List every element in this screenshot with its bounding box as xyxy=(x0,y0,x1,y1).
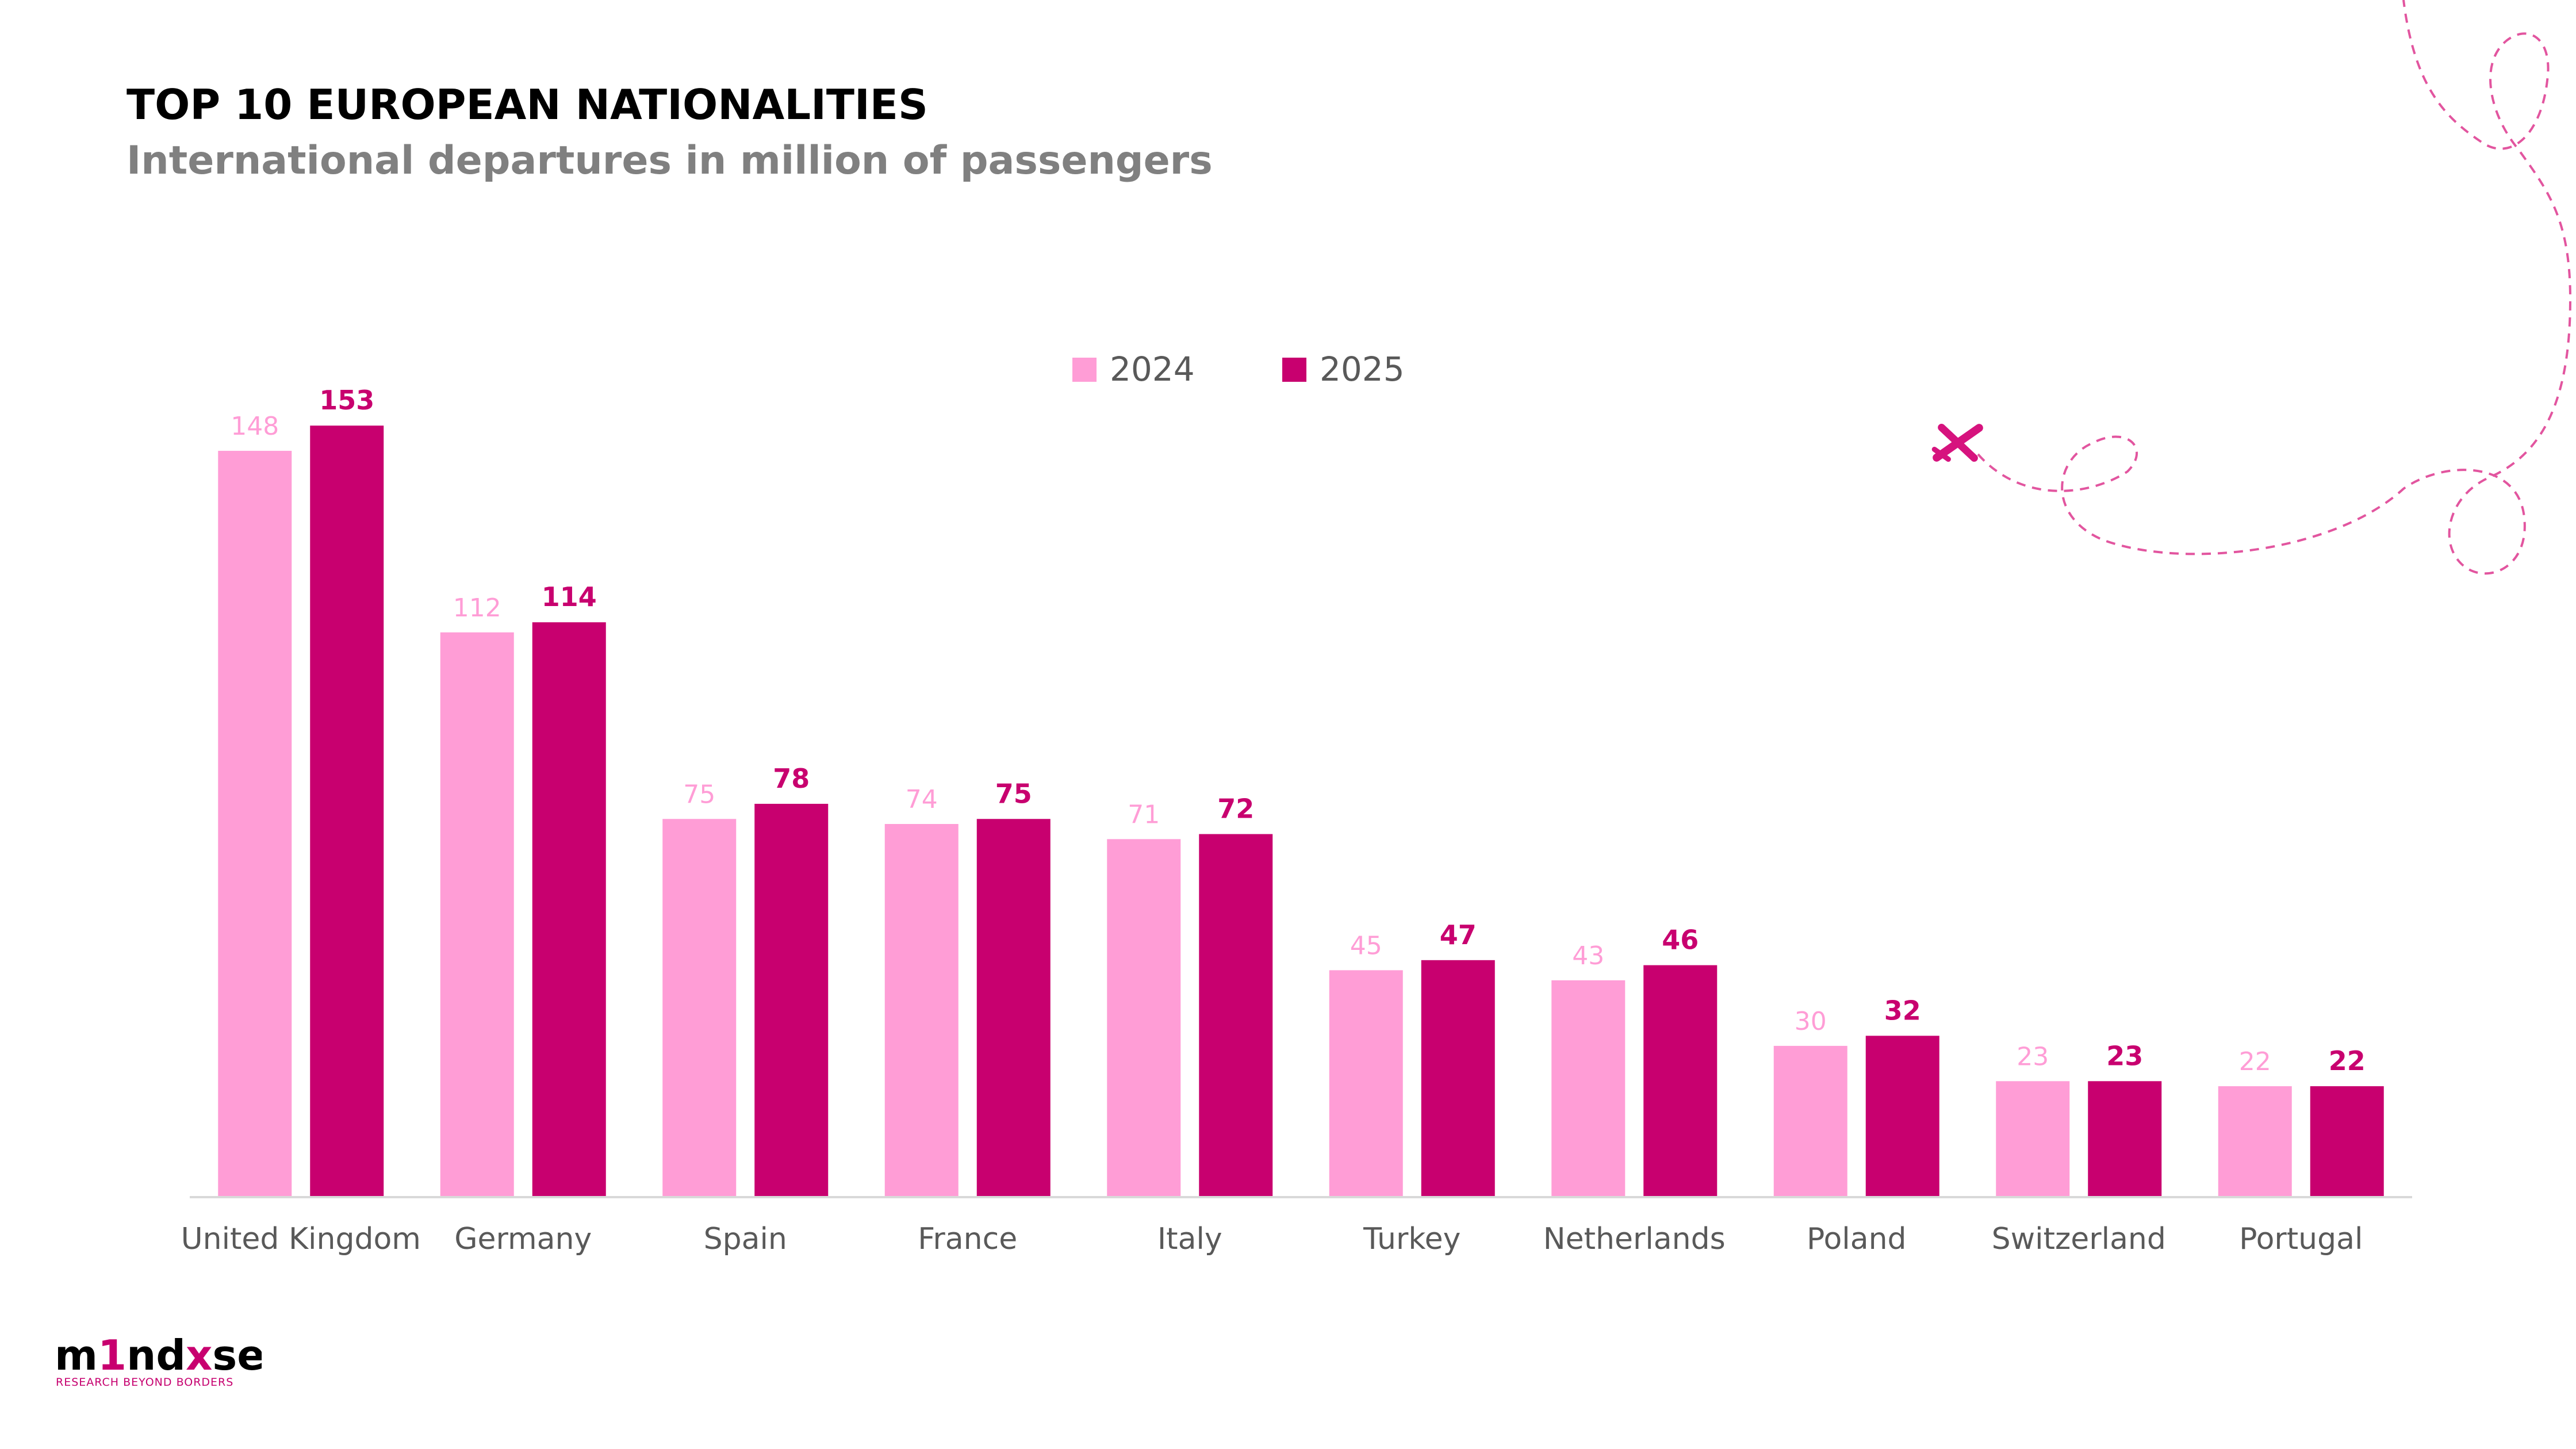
data-label-2024-netherlands: 43 xyxy=(1572,941,1604,971)
category-label: Germany xyxy=(454,1222,592,1256)
bar-2025-turkey xyxy=(1421,960,1495,1197)
airplane-icon xyxy=(1931,423,1983,462)
data-label-2025-italy: 72 xyxy=(1217,793,1254,825)
bar-2025-united-kingdom xyxy=(310,425,384,1198)
bar-2025-italy xyxy=(1199,834,1273,1197)
bar-2024-united-kingdom xyxy=(218,451,292,1197)
bar-2024-portugal xyxy=(2218,1086,2292,1197)
bars xyxy=(218,425,2384,1198)
bar-2024-germany xyxy=(440,632,514,1197)
data-label-2025-portugal: 22 xyxy=(2329,1045,2366,1076)
data-label-2025-united-kingdom: 153 xyxy=(319,385,374,416)
legend: 2024 2025 xyxy=(1072,350,1405,389)
data-label-2025-netherlands: 46 xyxy=(1662,925,1699,956)
bar-2024-turkey xyxy=(1329,970,1403,1197)
data-label-2025-switzerland: 23 xyxy=(2106,1040,2143,1071)
data-label-2024-portugal: 22 xyxy=(2239,1047,2271,1076)
legend-swatch-2025 xyxy=(1282,358,1306,382)
data-label-2024-poland: 30 xyxy=(1795,1007,1827,1036)
data-label-2024-italy: 71 xyxy=(1128,800,1160,829)
data-label-2025-poland: 32 xyxy=(1884,995,1921,1026)
logo-tagline: RESEARCH BEYOND BORDERS xyxy=(56,1376,233,1389)
data-label-2025-france: 75 xyxy=(995,778,1032,809)
bar-2025-netherlands xyxy=(1643,965,1718,1197)
chart-subtitle: International departures in million of p… xyxy=(126,138,1213,183)
category-label: Switzerland xyxy=(1992,1222,2166,1256)
bar-2025-spain xyxy=(754,803,829,1197)
data-label-2024-spain: 75 xyxy=(683,780,715,809)
bar-2025-france xyxy=(976,819,1051,1197)
category-label: Turkey xyxy=(1363,1222,1460,1256)
bar-2024-poland xyxy=(1773,1045,1847,1197)
category-label: Italy xyxy=(1157,1222,1222,1256)
category-label: Poland xyxy=(1807,1222,1907,1256)
data-label-2025-turkey: 47 xyxy=(1440,919,1477,950)
data-label-2025-germany: 114 xyxy=(542,581,597,612)
data-label-2024-switzerland: 23 xyxy=(2017,1042,2049,1071)
category-label: Spain xyxy=(704,1222,787,1256)
bar-2024-france xyxy=(884,824,959,1197)
category-label: Portugal xyxy=(2239,1222,2363,1256)
bar-2025-switzerland xyxy=(2088,1081,2162,1197)
bar-2024-italy xyxy=(1107,839,1181,1197)
legend-label-2024: 2024 xyxy=(1110,350,1195,389)
logo-wordmark: m1ndxset xyxy=(55,1331,262,1379)
chart-title: TOP 10 EUROPEAN NATIONALITIES xyxy=(126,80,928,129)
data-label-2024-germany: 112 xyxy=(453,593,501,623)
data-label-2024-united-kingdom: 148 xyxy=(231,412,279,441)
legend-swatch-2024 xyxy=(1072,358,1097,382)
category-labels: United Kingdom Germany Spain France Italy Tur… xyxy=(181,1222,2363,1256)
bar-2024-netherlands xyxy=(1551,980,1626,1197)
flight-path-line xyxy=(1977,0,2572,575)
category-label: Netherlands xyxy=(1543,1222,1726,1256)
category-label: United Kingdom xyxy=(181,1222,421,1256)
bar-2025-poland xyxy=(1865,1036,1939,1197)
data-label-2025-spain: 78 xyxy=(773,763,810,794)
bar-2025-portugal xyxy=(2310,1086,2384,1197)
data-labels: 148 153 112 114 75 78 74 75 71 72 45 47 43 46 30 32 23 23… xyxy=(231,385,2366,1076)
legend-label-2025: 2025 xyxy=(1320,350,1405,389)
mindset-logo: m1ndxset RESEARCH BEYOND BORDERS xyxy=(55,1331,262,1389)
data-label-2024-france: 74 xyxy=(906,785,938,814)
category-label: France xyxy=(918,1222,1017,1256)
bar-2024-spain xyxy=(662,819,737,1197)
data-label-2024-turkey: 45 xyxy=(1350,931,1382,960)
bar-2025-germany xyxy=(532,622,606,1197)
bar-2024-switzerland xyxy=(1996,1081,2070,1197)
